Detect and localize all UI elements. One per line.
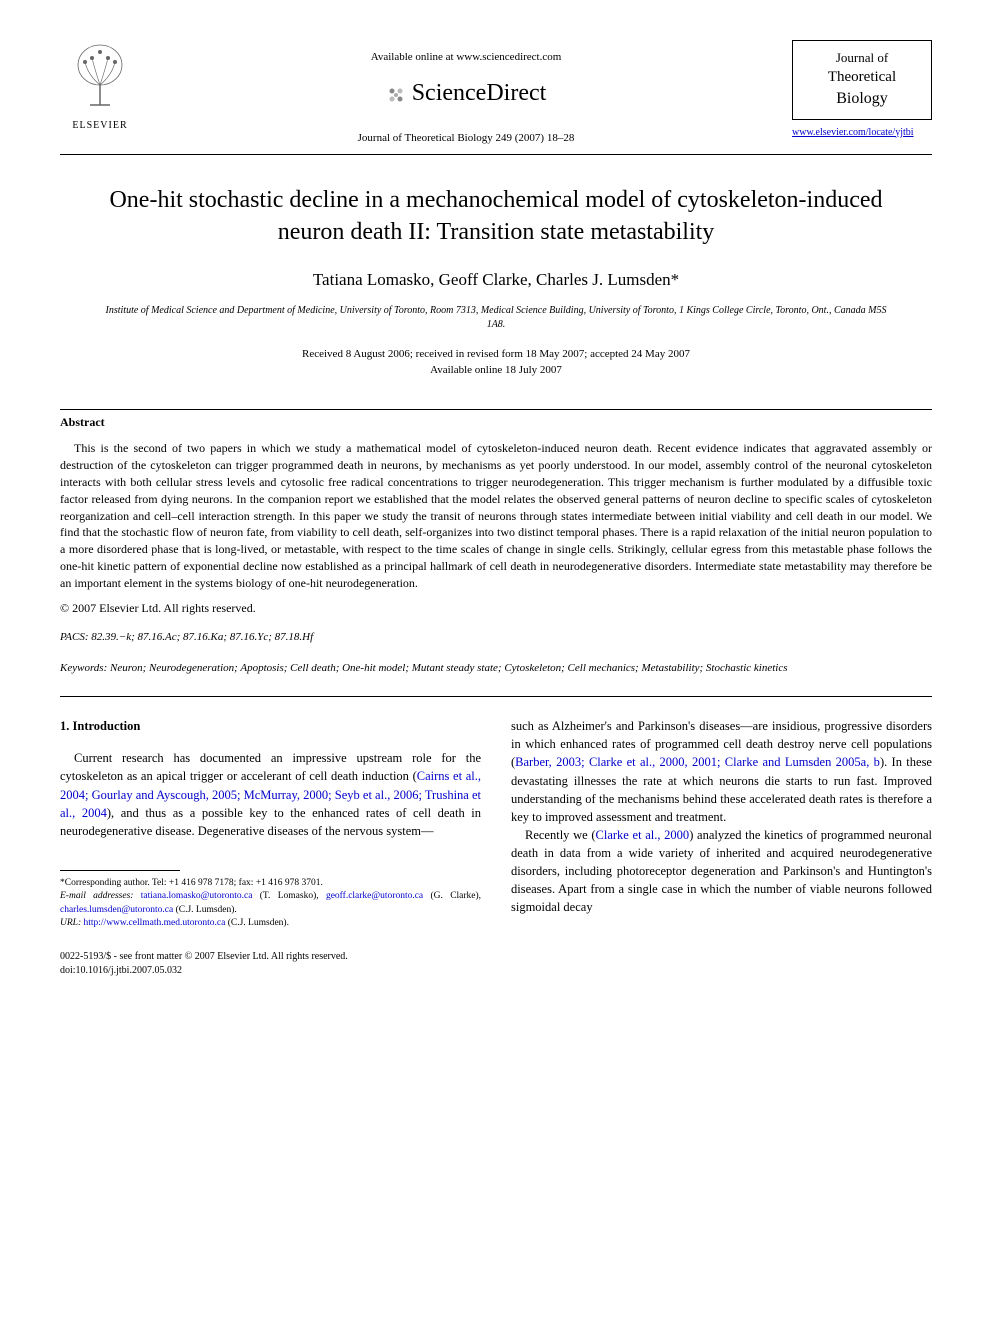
pacs-label: PACS: xyxy=(60,631,89,643)
col2-p2-citation[interactable]: Clarke et al., 2000 xyxy=(596,828,690,842)
journal-box-wrapper: Journal of Theoretical Biology www.elsev… xyxy=(792,40,932,140)
intro-para-1-left: Current research has documented an impre… xyxy=(60,749,481,840)
article-dates: Received 8 August 2006; received in revi… xyxy=(60,346,932,379)
affiliation: Institute of Medical Science and Departm… xyxy=(100,304,892,332)
url-label: URL: xyxy=(60,918,81,928)
sciencedirect-brand: ScienceDirect xyxy=(140,77,792,111)
body-columns: 1. Introduction Current research has doc… xyxy=(60,717,932,930)
header-center: Available online at www.sciencedirect.co… xyxy=(140,40,792,146)
elsevier-label: ELSEVIER xyxy=(60,119,140,133)
available-online-text: Available online at www.sciencedirect.co… xyxy=(140,50,792,65)
email-lomasko[interactable]: tatiana.lomasko@utoronto.ca xyxy=(141,891,253,901)
journal-name-line3: Biology xyxy=(805,88,919,110)
authors: Tatiana Lomasko, Geoff Clarke, Charles J… xyxy=(60,268,932,292)
doi-line: doi:10.1016/j.jtbi.2007.05.032 xyxy=(60,964,932,978)
col2-p1-citation[interactable]: Barber, 2003; Clarke et al., 2000, 2001;… xyxy=(515,755,880,769)
intro-para-2-right: Recently we (Clarke et al., 2000) analyz… xyxy=(511,826,932,917)
footnote-rule xyxy=(60,870,180,871)
author-url[interactable]: http://www.cellmath.med.utoronto.ca xyxy=(84,918,226,928)
sciencedirect-icon xyxy=(386,85,406,105)
email1-name: (T. Lomasko), xyxy=(260,891,319,901)
corresponding-author: *Corresponding author. Tel: +1 416 978 7… xyxy=(60,877,481,890)
introduction-heading: 1. Introduction xyxy=(60,717,481,735)
abstract-text: This is the second of two papers in whic… xyxy=(60,440,932,591)
keywords-label: Keywords: xyxy=(60,662,107,674)
dates-online: Available online 18 July 2007 xyxy=(430,364,562,376)
abstract-heading: Abstract xyxy=(60,414,932,431)
right-column: such as Alzheimer's and Parkinson's dise… xyxy=(511,717,932,930)
abstract-rule-top xyxy=(60,409,932,410)
journal-title-box: Journal of Theoretical Biology xyxy=(792,40,932,120)
journal-name-line1: Journal of xyxy=(805,49,919,67)
elsevier-logo: ELSEVIER xyxy=(60,40,140,133)
dates-received: Received 8 August 2006; received in revi… xyxy=(302,348,690,360)
email2-name: (G. Clarke), xyxy=(430,891,481,901)
page-header: ELSEVIER Available online at www.science… xyxy=(60,40,932,146)
email-lumsden[interactable]: charles.lumsden@utoronto.ca xyxy=(60,905,173,915)
keywords-text: Neuron; Neurodegeneration; Apoptosis; Ce… xyxy=(110,662,787,674)
abstract-copyright: © 2007 Elsevier Ltd. All rights reserved… xyxy=(60,600,932,617)
email-label: E-mail addresses: xyxy=(60,891,133,901)
email-addresses: E-mail addresses: tatiana.lomasko@utoron… xyxy=(60,890,481,917)
email3-name: (C.J. Lumsden). xyxy=(176,905,237,915)
journal-website-link[interactable]: www.elsevier.com/locate/yjtbi xyxy=(792,126,932,140)
url-line: URL: http://www.cellmath.med.utoronto.ca… xyxy=(60,917,481,930)
pacs-codes: 82.39.−k; 87.16.Ac; 87.16.Ka; 87.16.Yc; … xyxy=(91,631,313,643)
intro-para-1-right: such as Alzheimer's and Parkinson's dise… xyxy=(511,717,932,826)
left-column: 1. Introduction Current research has doc… xyxy=(60,717,481,930)
url-name: (C.J. Lumsden). xyxy=(228,918,289,928)
col2-p2-pre: Recently we ( xyxy=(525,828,596,842)
keywords-line: Keywords: Neuron; Neurodegeneration; Apo… xyxy=(60,660,932,677)
elsevier-tree-icon xyxy=(70,40,130,110)
abstract-rule-bottom xyxy=(60,696,932,697)
article-title: One-hit stochastic decline in a mechanoc… xyxy=(80,185,912,247)
email-clarke[interactable]: geoff.clarke@utoronto.ca xyxy=(326,891,423,901)
pacs-line: PACS: 82.39.−k; 87.16.Ac; 87.16.Ka; 87.1… xyxy=(60,630,932,645)
col1-text-post: ), and thus as a possible key to the enh… xyxy=(60,806,481,838)
header-rule xyxy=(60,154,932,155)
front-matter-line: 0022-5193/$ - see front matter © 2007 El… xyxy=(60,950,932,964)
sciencedirect-label: ScienceDirect xyxy=(412,80,547,106)
journal-name-line2: Theoretical xyxy=(805,67,919,88)
journal-reference: Journal of Theoretical Biology 249 (2007… xyxy=(140,131,792,146)
footnote-block: *Corresponding author. Tel: +1 416 978 7… xyxy=(60,877,481,930)
